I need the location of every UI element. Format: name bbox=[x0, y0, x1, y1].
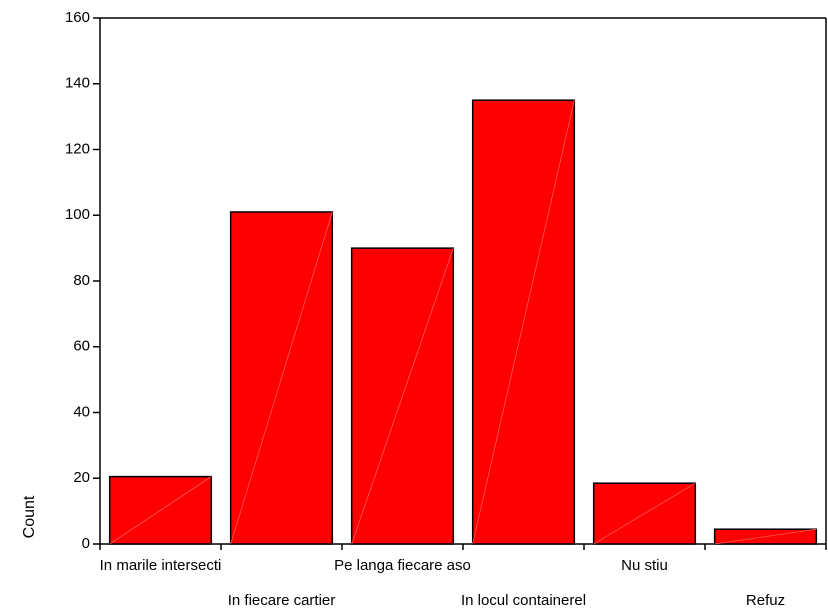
y-tick-label: 140 bbox=[65, 75, 90, 92]
y-tick-label: 60 bbox=[73, 338, 90, 355]
x-tick-label: Nu stiu bbox=[621, 557, 668, 574]
x-tick-label: In fiecare cartier bbox=[228, 592, 336, 609]
bar-3 bbox=[352, 248, 454, 544]
y-tick-label: 80 bbox=[73, 272, 90, 289]
y-tick-label: 20 bbox=[73, 469, 90, 486]
y-ticks: 0 20 40 60 80 100 120 140 160 bbox=[65, 9, 100, 552]
x-tick-label: Refuz bbox=[746, 592, 785, 609]
plot-frame bbox=[100, 18, 826, 544]
x-tick-label: In marile intersecti bbox=[100, 557, 222, 574]
bars bbox=[110, 100, 817, 544]
bar-2 bbox=[231, 212, 333, 544]
x-tick-labels: In marile intersecti In fiecare cartier Pe… bbox=[100, 557, 785, 609]
y-tick-label: 40 bbox=[73, 403, 90, 420]
x-ticks bbox=[100, 544, 826, 550]
x-tick-label: In locul containerel bbox=[461, 592, 586, 609]
bar-6 bbox=[715, 529, 817, 544]
bar-5 bbox=[594, 483, 696, 544]
x-tick-label: Pe langa fiecare aso bbox=[334, 557, 471, 574]
y-tick-label: 160 bbox=[65, 9, 90, 26]
bar-1 bbox=[110, 477, 212, 544]
y-axis-label: Count bbox=[21, 495, 38, 538]
y-tick-label: 0 bbox=[82, 535, 90, 552]
y-tick-label: 120 bbox=[65, 140, 90, 157]
y-tick-label: 100 bbox=[65, 206, 90, 223]
bar-4 bbox=[473, 100, 575, 544]
